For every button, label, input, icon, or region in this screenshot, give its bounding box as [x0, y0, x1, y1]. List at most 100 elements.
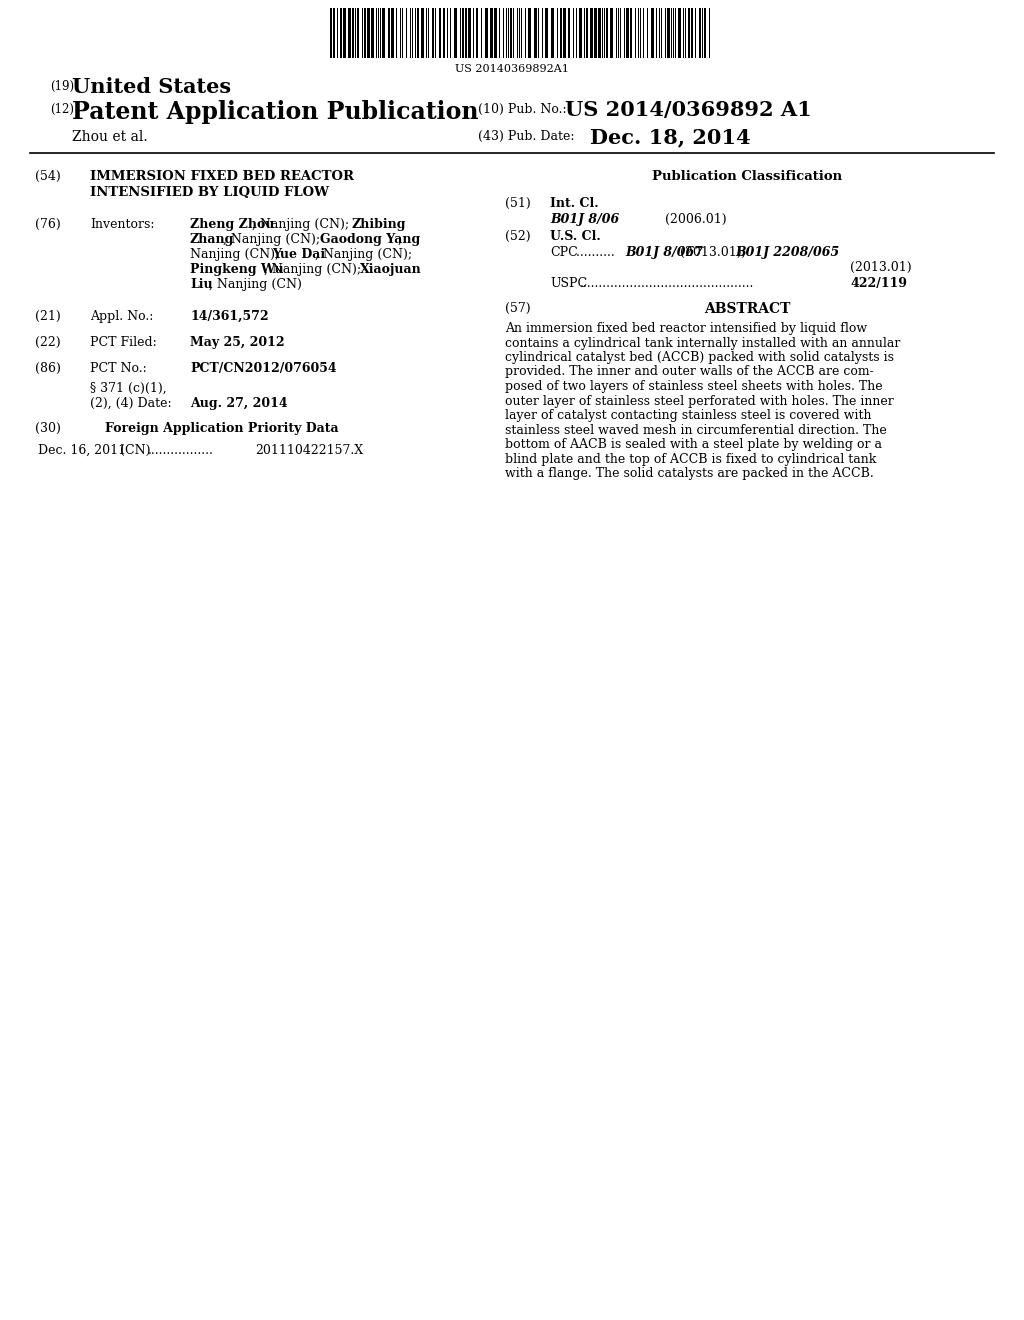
Bar — [476, 8, 478, 58]
Text: United States: United States — [72, 77, 231, 96]
Text: cylindrical catalyst bed (ACCB) packed with solid catalysts is: cylindrical catalyst bed (ACCB) packed w… — [505, 351, 894, 364]
Text: (21): (21) — [35, 310, 60, 323]
Text: 422/119: 422/119 — [850, 277, 907, 290]
Text: (76): (76) — [35, 218, 60, 231]
Bar — [439, 8, 441, 58]
Text: May 25, 2012: May 25, 2012 — [190, 337, 285, 348]
Bar — [586, 8, 588, 58]
Text: (43) Pub. Date:: (43) Pub. Date: — [478, 129, 574, 143]
Bar — [391, 8, 394, 58]
Text: US 2014/0369892 A1: US 2014/0369892 A1 — [565, 100, 812, 120]
Bar — [367, 8, 370, 58]
Bar — [490, 8, 493, 58]
Text: , Nanjing (CN);: , Nanjing (CN); — [315, 248, 412, 261]
Text: .............................................: ........................................… — [580, 277, 755, 290]
Bar — [667, 8, 670, 58]
Bar — [330, 8, 332, 58]
Bar — [462, 8, 464, 58]
Text: , Nanjing (CN);: , Nanjing (CN); — [223, 234, 321, 246]
Bar — [606, 8, 608, 58]
Text: (22): (22) — [35, 337, 60, 348]
Bar — [579, 8, 582, 58]
Text: contains a cylindrical tank internally installed with an annular: contains a cylindrical tank internally i… — [505, 337, 900, 350]
Text: § 371 (c)(1),: § 371 (c)(1), — [90, 381, 167, 395]
Bar — [371, 8, 374, 58]
Text: Liu: Liu — [190, 279, 213, 290]
Text: Inventors:: Inventors: — [90, 218, 155, 231]
Bar — [348, 8, 351, 58]
Bar — [421, 8, 424, 58]
Bar — [357, 8, 359, 58]
Text: Xiaojuan: Xiaojuan — [360, 263, 422, 276]
Bar — [560, 8, 562, 58]
Bar — [528, 8, 531, 58]
Text: outer layer of stainless steel perforated with holes. The inner: outer layer of stainless steel perforate… — [505, 395, 894, 408]
Text: Gaodong Yang: Gaodong Yang — [319, 234, 420, 246]
Bar — [678, 8, 681, 58]
Text: Dec. 18, 2014: Dec. 18, 2014 — [590, 127, 751, 147]
Text: PCT Filed:: PCT Filed: — [90, 337, 157, 348]
Text: (19): (19) — [50, 81, 74, 92]
Text: US 20140369892A1: US 20140369892A1 — [455, 63, 569, 74]
Bar — [333, 8, 335, 58]
Text: 201110422157.X: 201110422157.X — [255, 444, 364, 457]
Text: (2006.01): (2006.01) — [665, 213, 727, 226]
Text: (2013.01);: (2013.01); — [680, 246, 745, 259]
Bar — [510, 8, 512, 58]
Text: (57): (57) — [505, 302, 530, 315]
Text: 14/361,572: 14/361,572 — [190, 310, 268, 323]
Text: stainless steel waved mesh in circumferential direction. The: stainless steel waved mesh in circumfere… — [505, 424, 887, 437]
Text: U.S. Cl.: U.S. Cl. — [550, 230, 601, 243]
Text: Pingkeng Wu: Pingkeng Wu — [190, 263, 284, 276]
Text: Publication Classification: Publication Classification — [652, 170, 842, 183]
Text: Zheng Zhou: Zheng Zhou — [190, 218, 274, 231]
Text: B01J 8/06: B01J 8/06 — [550, 213, 620, 226]
Text: ,: , — [398, 234, 401, 246]
Text: (2), (4) Date:: (2), (4) Date: — [90, 397, 172, 411]
Text: Zhou et al.: Zhou et al. — [72, 129, 147, 144]
Text: .................: ................. — [148, 444, 214, 457]
Text: , Nanjing (CN);: , Nanjing (CN); — [252, 218, 349, 231]
Text: with a flange. The solid catalysts are packed in the ACCB.: with a flange. The solid catalysts are p… — [505, 467, 873, 480]
Text: blind plate and the top of ACCB is fixed to cylindrical tank: blind plate and the top of ACCB is fixed… — [505, 453, 877, 466]
Bar — [590, 8, 593, 58]
Text: , Nanjing (CN);: , Nanjing (CN); — [264, 263, 361, 276]
Text: PCT/CN2012/076054: PCT/CN2012/076054 — [190, 362, 337, 375]
Bar — [382, 8, 385, 58]
Bar — [705, 8, 706, 58]
Text: provided. The inner and outer walls of the ACCB are com-: provided. The inner and outer walls of t… — [505, 366, 873, 379]
Text: Patent Application Publication: Patent Application Publication — [72, 100, 478, 124]
Bar — [364, 8, 366, 58]
Text: Yue Dai: Yue Dai — [272, 248, 326, 261]
Bar — [598, 8, 601, 58]
Text: Zhang: Zhang — [190, 234, 234, 246]
Bar — [343, 8, 346, 58]
Text: Aug. 27, 2014: Aug. 27, 2014 — [190, 397, 288, 411]
Bar — [563, 8, 566, 58]
Bar — [545, 8, 548, 58]
Bar — [485, 8, 488, 58]
Bar — [630, 8, 632, 58]
Text: (12): (12) — [50, 103, 74, 116]
Text: B01J 2208/065: B01J 2208/065 — [735, 246, 840, 259]
Text: (51): (51) — [505, 197, 530, 210]
Bar — [465, 8, 467, 58]
Text: (86): (86) — [35, 362, 60, 375]
Bar — [417, 8, 419, 58]
Bar — [534, 8, 537, 58]
Text: (54): (54) — [35, 170, 60, 183]
Text: layer of catalyst contacting stainless steel is covered with: layer of catalyst contacting stainless s… — [505, 409, 871, 422]
Text: bottom of AACB is sealed with a steel plate by welding or a: bottom of AACB is sealed with a steel pl… — [505, 438, 882, 451]
Text: Zhibing: Zhibing — [352, 218, 407, 231]
Bar — [568, 8, 570, 58]
Bar — [454, 8, 457, 58]
Text: (2013.01): (2013.01) — [850, 261, 911, 275]
Text: Appl. No.:: Appl. No.: — [90, 310, 154, 323]
Bar — [352, 8, 354, 58]
Bar — [340, 8, 342, 58]
Text: Nanjing (CN);: Nanjing (CN); — [190, 248, 280, 261]
Bar — [388, 8, 390, 58]
Text: CPC: CPC — [550, 246, 578, 259]
Bar — [594, 8, 597, 58]
Text: Int. Cl.: Int. Cl. — [550, 197, 599, 210]
